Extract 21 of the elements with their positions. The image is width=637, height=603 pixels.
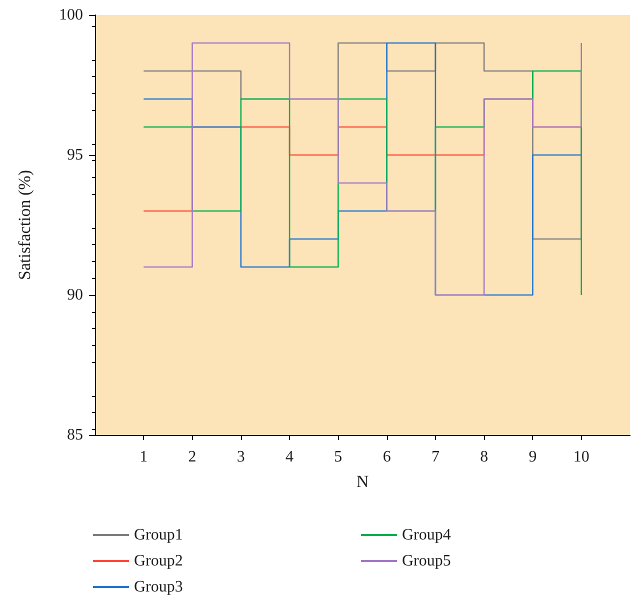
y-tick-label: 90 [67, 286, 83, 304]
x-tick-label: 10 [573, 448, 590, 466]
x-tick-label: 9 [528, 448, 537, 466]
legend-label: Group3 [134, 578, 183, 596]
y-axis-title: Satisfaction (%) [15, 170, 34, 280]
x-axis-title: N [356, 472, 369, 491]
legend-label: Group5 [402, 552, 451, 570]
y-tick-label: 85 [67, 426, 83, 444]
x-tick-label: 5 [334, 448, 342, 466]
x-tick-label: 1 [140, 448, 148, 466]
legend-label: Group4 [402, 526, 451, 544]
y-tick-label: 95 [67, 146, 83, 164]
legend-label: Group1 [134, 526, 183, 544]
x-tick-label: 8 [480, 448, 488, 466]
x-tick-label: 2 [188, 448, 196, 466]
x-tick-label: 4 [286, 448, 294, 466]
x-tick-label: 6 [382, 448, 391, 466]
y-tick-label: 100 [59, 6, 83, 24]
legend-label: Group2 [134, 552, 183, 570]
x-tick-label: 3 [236, 448, 245, 466]
x-tick-label: 7 [431, 448, 440, 466]
